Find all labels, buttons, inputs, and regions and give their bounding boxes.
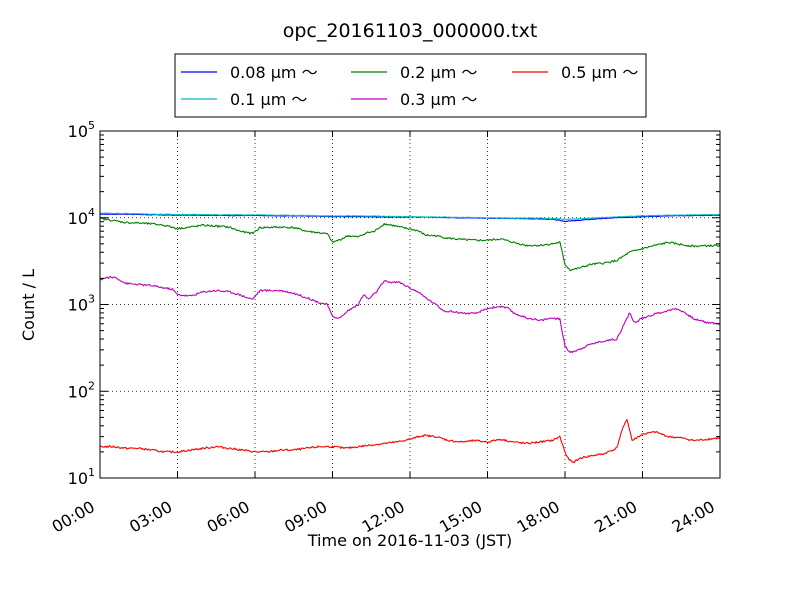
legend-label-4: 0.3 μm ～ bbox=[400, 90, 477, 109]
legend-box bbox=[174, 53, 647, 118]
x-axis-label: Time on 2016-11-03 (JST) bbox=[307, 531, 512, 550]
x-tick-label: 21:00 bbox=[591, 497, 640, 537]
legend-label-5: 0.5 μm ～ bbox=[561, 63, 638, 82]
y-tick-label: 105 bbox=[68, 119, 95, 141]
y-tick-exponent: 4 bbox=[88, 206, 95, 219]
series-line-5 bbox=[99, 419, 721, 464]
series-line-4 bbox=[99, 276, 721, 354]
legend-label-1: 0.08 μm ～ bbox=[230, 63, 318, 82]
y-tick-label: 104 bbox=[68, 206, 95, 228]
x-tick-label: 06:00 bbox=[204, 497, 253, 537]
series-line-3 bbox=[99, 217, 721, 272]
y-axis-label: Count / L bbox=[19, 269, 38, 341]
chart-title: opc_20161103_000000.txt bbox=[283, 20, 538, 42]
y-tick-base: 10 bbox=[68, 122, 88, 141]
series-lines bbox=[99, 212, 721, 464]
grid-lines bbox=[100, 131, 720, 478]
legend: 0.08 μm ～ 0.1 μm ～ 0.2 μm ～ 0.3 μm ～ 0.5 μm … bbox=[174, 53, 647, 118]
series-line-2 bbox=[99, 212, 721, 220]
y-tick-exponent: 2 bbox=[88, 379, 95, 392]
y-tick-label: 102 bbox=[68, 379, 95, 401]
x-tick-label: 18:00 bbox=[514, 497, 563, 537]
x-tick-label: 00:00 bbox=[49, 497, 98, 537]
y-tick-exponent: 5 bbox=[88, 119, 95, 132]
y-tick-base: 10 bbox=[68, 382, 88, 401]
y-tick-label: 101 bbox=[68, 466, 95, 488]
y-tick-label: 103 bbox=[68, 293, 95, 315]
legend-label-3: 0.2 μm ～ bbox=[400, 63, 477, 82]
x-tick-label: 03:00 bbox=[126, 497, 175, 537]
axis-ticks: 00:00 03:00 06:00 09:00 12:00 15:00 18:00 21:00… bbox=[49, 119, 721, 537]
y-tick-base: 10 bbox=[68, 469, 88, 488]
y-tick-base: 10 bbox=[68, 209, 88, 228]
y-tick-base: 10 bbox=[68, 296, 88, 315]
legend-label-2: 0.1 μm ～ bbox=[230, 90, 307, 109]
x-tick-label: 24:00 bbox=[669, 497, 718, 537]
y-tick-exponent: 3 bbox=[88, 293, 95, 306]
y-tick-exponent: 1 bbox=[88, 466, 95, 479]
